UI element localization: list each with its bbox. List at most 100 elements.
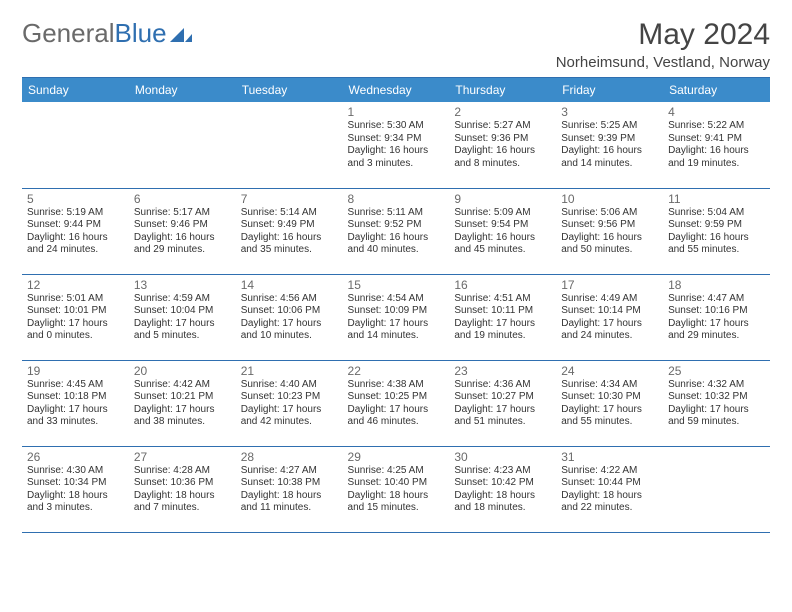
calendar-day-cell: 7Sunrise: 5:14 AMSunset: 9:49 PMDaylight… xyxy=(236,188,343,274)
calendar-day-cell: 16Sunrise: 4:51 AMSunset: 10:11 PMDaylig… xyxy=(449,274,556,360)
day-details: Sunrise: 4:54 AMSunset: 10:09 PMDaylight… xyxy=(348,293,445,343)
day-details: Sunrise: 4:36 AMSunset: 10:27 PMDaylight… xyxy=(454,379,551,429)
day-number: 4 xyxy=(668,105,765,119)
calendar-day-cell: 24Sunrise: 4:34 AMSunset: 10:30 PMDaylig… xyxy=(556,360,663,446)
calendar-table: SundayMondayTuesdayWednesdayThursdayFrid… xyxy=(22,78,770,533)
day-number: 9 xyxy=(454,192,551,206)
day-details: Sunrise: 4:45 AMSunset: 10:18 PMDaylight… xyxy=(27,379,124,429)
day-number: 22 xyxy=(348,364,445,378)
brand-logo: GeneralBlue xyxy=(22,18,192,49)
location-text: Norheimsund, Vestland, Norway xyxy=(556,54,770,71)
calendar-day-cell: 11Sunrise: 5:04 AMSunset: 9:59 PMDayligh… xyxy=(663,188,770,274)
day-number: 29 xyxy=(348,450,445,464)
day-number: 30 xyxy=(454,450,551,464)
day-details: Sunrise: 5:04 AMSunset: 9:59 PMDaylight:… xyxy=(668,207,765,257)
day-details: Sunrise: 4:40 AMSunset: 10:23 PMDaylight… xyxy=(241,379,338,429)
calendar-day-cell: 13Sunrise: 4:59 AMSunset: 10:04 PMDaylig… xyxy=(129,274,236,360)
calendar-day-cell: 15Sunrise: 4:54 AMSunset: 10:09 PMDaylig… xyxy=(343,274,450,360)
calendar-day-cell: 23Sunrise: 4:36 AMSunset: 10:27 PMDaylig… xyxy=(449,360,556,446)
day-details: Sunrise: 5:19 AMSunset: 9:44 PMDaylight:… xyxy=(27,207,124,257)
day-details: Sunrise: 4:30 AMSunset: 10:34 PMDaylight… xyxy=(27,465,124,515)
calendar-day-cell xyxy=(236,102,343,188)
col-header: Thursday xyxy=(449,78,556,102)
day-number: 17 xyxy=(561,278,658,292)
calendar-day-cell xyxy=(129,102,236,188)
col-header: Wednesday xyxy=(343,78,450,102)
day-details: Sunrise: 4:49 AMSunset: 10:14 PMDaylight… xyxy=(561,293,658,343)
day-number: 5 xyxy=(27,192,124,206)
calendar-day-cell: 5Sunrise: 5:19 AMSunset: 9:44 PMDaylight… xyxy=(22,188,129,274)
calendar-week-row: 19Sunrise: 4:45 AMSunset: 10:18 PMDaylig… xyxy=(22,360,770,446)
day-details: Sunrise: 5:01 AMSunset: 10:01 PMDaylight… xyxy=(27,293,124,343)
brand-sail-icon xyxy=(170,18,192,34)
calendar-week-row: 5Sunrise: 5:19 AMSunset: 9:44 PMDaylight… xyxy=(22,188,770,274)
day-number: 7 xyxy=(241,192,338,206)
day-details: Sunrise: 4:42 AMSunset: 10:21 PMDaylight… xyxy=(134,379,231,429)
day-number: 25 xyxy=(668,364,765,378)
header: GeneralBlue May 2024 Norheimsund, Vestla… xyxy=(22,18,770,71)
day-number: 11 xyxy=(668,192,765,206)
calendar-head: SundayMondayTuesdayWednesdayThursdayFrid… xyxy=(22,78,770,102)
day-number: 1 xyxy=(348,105,445,119)
calendar-day-cell: 17Sunrise: 4:49 AMSunset: 10:14 PMDaylig… xyxy=(556,274,663,360)
calendar-week-row: 12Sunrise: 5:01 AMSunset: 10:01 PMDaylig… xyxy=(22,274,770,360)
calendar-day-cell xyxy=(663,446,770,532)
day-details: Sunrise: 4:28 AMSunset: 10:36 PMDaylight… xyxy=(134,465,231,515)
day-number: 23 xyxy=(454,364,551,378)
calendar-day-cell: 10Sunrise: 5:06 AMSunset: 9:56 PMDayligh… xyxy=(556,188,663,274)
day-details: Sunrise: 5:14 AMSunset: 9:49 PMDaylight:… xyxy=(241,207,338,257)
day-number: 6 xyxy=(134,192,231,206)
day-details: Sunrise: 5:25 AMSunset: 9:39 PMDaylight:… xyxy=(561,120,658,170)
day-details: Sunrise: 4:47 AMSunset: 10:16 PMDaylight… xyxy=(668,293,765,343)
col-header: Monday xyxy=(129,78,236,102)
calendar-day-cell: 19Sunrise: 4:45 AMSunset: 10:18 PMDaylig… xyxy=(22,360,129,446)
calendar-day-cell: 29Sunrise: 4:25 AMSunset: 10:40 PMDaylig… xyxy=(343,446,450,532)
col-header: Tuesday xyxy=(236,78,343,102)
calendar-day-cell: 30Sunrise: 4:23 AMSunset: 10:42 PMDaylig… xyxy=(449,446,556,532)
calendar-day-cell: 18Sunrise: 4:47 AMSunset: 10:16 PMDaylig… xyxy=(663,274,770,360)
day-details: Sunrise: 5:17 AMSunset: 9:46 PMDaylight:… xyxy=(134,207,231,257)
calendar-day-cell xyxy=(22,102,129,188)
day-number: 8 xyxy=(348,192,445,206)
day-number: 12 xyxy=(27,278,124,292)
calendar-day-cell: 8Sunrise: 5:11 AMSunset: 9:52 PMDaylight… xyxy=(343,188,450,274)
calendar-week-row: 1Sunrise: 5:30 AMSunset: 9:34 PMDaylight… xyxy=(22,102,770,188)
day-details: Sunrise: 5:11 AMSunset: 9:52 PMDaylight:… xyxy=(348,207,445,257)
day-details: Sunrise: 4:34 AMSunset: 10:30 PMDaylight… xyxy=(561,379,658,429)
calendar-day-cell: 21Sunrise: 4:40 AMSunset: 10:23 PMDaylig… xyxy=(236,360,343,446)
day-number: 21 xyxy=(241,364,338,378)
brand-part2: Blue xyxy=(115,18,167,49)
day-details: Sunrise: 4:22 AMSunset: 10:44 PMDaylight… xyxy=(561,465,658,515)
day-details: Sunrise: 5:22 AMSunset: 9:41 PMDaylight:… xyxy=(668,120,765,170)
calendar-day-cell: 3Sunrise: 5:25 AMSunset: 9:39 PMDaylight… xyxy=(556,102,663,188)
calendar-day-cell: 20Sunrise: 4:42 AMSunset: 10:21 PMDaylig… xyxy=(129,360,236,446)
col-header: Sunday xyxy=(22,78,129,102)
calendar-day-cell: 9Sunrise: 5:09 AMSunset: 9:54 PMDaylight… xyxy=(449,188,556,274)
day-number: 28 xyxy=(241,450,338,464)
day-number: 2 xyxy=(454,105,551,119)
day-number: 3 xyxy=(561,105,658,119)
day-number: 10 xyxy=(561,192,658,206)
calendar-day-cell: 27Sunrise: 4:28 AMSunset: 10:36 PMDaylig… xyxy=(129,446,236,532)
calendar-day-cell: 4Sunrise: 5:22 AMSunset: 9:41 PMDaylight… xyxy=(663,102,770,188)
day-details: Sunrise: 5:06 AMSunset: 9:56 PMDaylight:… xyxy=(561,207,658,257)
day-details: Sunrise: 4:23 AMSunset: 10:42 PMDaylight… xyxy=(454,465,551,515)
calendar-week-row: 26Sunrise: 4:30 AMSunset: 10:34 PMDaylig… xyxy=(22,446,770,532)
day-number: 31 xyxy=(561,450,658,464)
col-header: Saturday xyxy=(663,78,770,102)
brand-part1: General xyxy=(22,18,115,49)
calendar-day-cell: 2Sunrise: 5:27 AMSunset: 9:36 PMDaylight… xyxy=(449,102,556,188)
calendar-day-cell: 25Sunrise: 4:32 AMSunset: 10:32 PMDaylig… xyxy=(663,360,770,446)
month-title: May 2024 xyxy=(556,18,770,52)
day-details: Sunrise: 4:56 AMSunset: 10:06 PMDaylight… xyxy=(241,293,338,343)
day-number: 26 xyxy=(27,450,124,464)
calendar-day-cell: 22Sunrise: 4:38 AMSunset: 10:25 PMDaylig… xyxy=(343,360,450,446)
calendar-day-cell: 6Sunrise: 5:17 AMSunset: 9:46 PMDaylight… xyxy=(129,188,236,274)
calendar-day-cell: 31Sunrise: 4:22 AMSunset: 10:44 PMDaylig… xyxy=(556,446,663,532)
calendar-day-cell: 1Sunrise: 5:30 AMSunset: 9:34 PMDaylight… xyxy=(343,102,450,188)
calendar-day-cell: 14Sunrise: 4:56 AMSunset: 10:06 PMDaylig… xyxy=(236,274,343,360)
day-number: 15 xyxy=(348,278,445,292)
calendar-day-cell: 12Sunrise: 5:01 AMSunset: 10:01 PMDaylig… xyxy=(22,274,129,360)
day-details: Sunrise: 5:27 AMSunset: 9:36 PMDaylight:… xyxy=(454,120,551,170)
day-number: 27 xyxy=(134,450,231,464)
